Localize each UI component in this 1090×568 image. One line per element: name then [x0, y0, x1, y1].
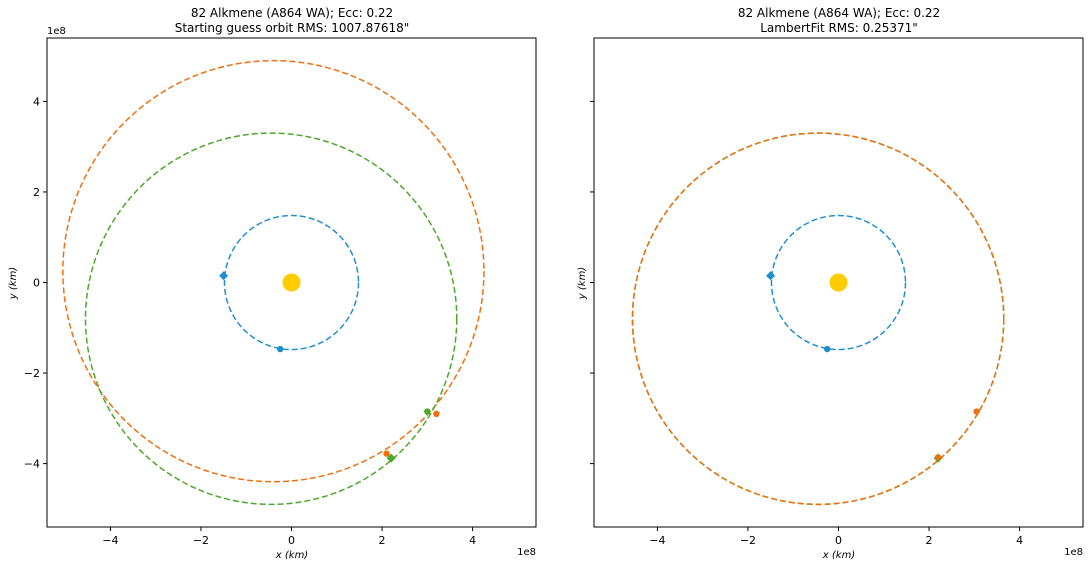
- x-tick-label: 4: [1016, 534, 1023, 547]
- position-point-marker: [276, 345, 284, 353]
- x-tick-label: −4: [102, 534, 118, 547]
- y-tick-label: 4: [33, 95, 40, 108]
- x-axis-label: x (km): [275, 550, 308, 561]
- y-offset-text: 1e8: [47, 26, 66, 37]
- plot-area: [631, 132, 1005, 506]
- fit-orbit: [631, 132, 1005, 506]
- subplot-title-line1: 82 Alkmene (A864 WA); Ecc: 0.22: [738, 6, 940, 20]
- x-tick-label: 0: [835, 534, 842, 547]
- object-orbit: [631, 132, 1005, 506]
- object-orbit: [62, 59, 485, 483]
- subplot-title-line2: LambertFit RMS: 0.25371": [760, 21, 918, 35]
- y-tick-label: −2: [24, 367, 40, 380]
- position-diamond-marker: [766, 271, 776, 281]
- x-offset-text: 1e8: [517, 547, 536, 558]
- x-tick-label: −4: [649, 534, 665, 547]
- ticks: −4 −2 0 2 4 −4 −2 0 2 4: [24, 95, 476, 547]
- ticks: −4 −2 0 2 4: [590, 100, 1023, 547]
- subplot-starting-guess: 82 Alkmene (A864 WA); Ecc: 0.22 Starting…: [8, 6, 537, 561]
- y-axis-label: y (km): [8, 267, 19, 300]
- position-point-marker: [934, 454, 942, 461]
- earth-orbit: [223, 214, 360, 351]
- position-point-marker: [433, 410, 440, 418]
- subplot-lambertfit: 82 Alkmene (A864 WA); Ecc: 0.22 LambertF…: [577, 6, 1084, 561]
- y-axis-label: y (km): [577, 267, 588, 300]
- position-diamond-marker: [386, 453, 396, 463]
- fit-orbit: [84, 132, 458, 506]
- x-tick-label: 4: [469, 534, 476, 547]
- position-point-marker: [973, 408, 980, 415]
- subplot-title-line2: Starting guess orbit RMS: 1007.87618": [175, 21, 410, 35]
- sun-marker: [829, 273, 848, 292]
- position-point-marker: [424, 408, 431, 415]
- y-tick-label: 2: [33, 186, 40, 199]
- sun-marker: [282, 273, 301, 292]
- earth-orbit: [770, 214, 907, 351]
- x-axis-label: x (km): [822, 550, 855, 561]
- x-tick-label: −2: [193, 534, 209, 547]
- subplot-title-line1: 82 Alkmene (A864 WA); Ecc: 0.22: [191, 6, 393, 20]
- position-point-marker: [823, 345, 831, 353]
- y-tick-label: 0: [33, 277, 40, 290]
- position-diamond-marker: [219, 271, 229, 281]
- x-tick-label: 2: [926, 534, 933, 547]
- x-tick-label: 0: [288, 534, 295, 547]
- x-offset-text: 1e8: [1064, 547, 1083, 558]
- position-point-marker: [383, 450, 390, 457]
- x-tick-label: −2: [740, 534, 756, 547]
- y-tick-label: −4: [24, 458, 40, 471]
- x-tick-label: 2: [379, 534, 386, 547]
- plot-area: [62, 59, 485, 506]
